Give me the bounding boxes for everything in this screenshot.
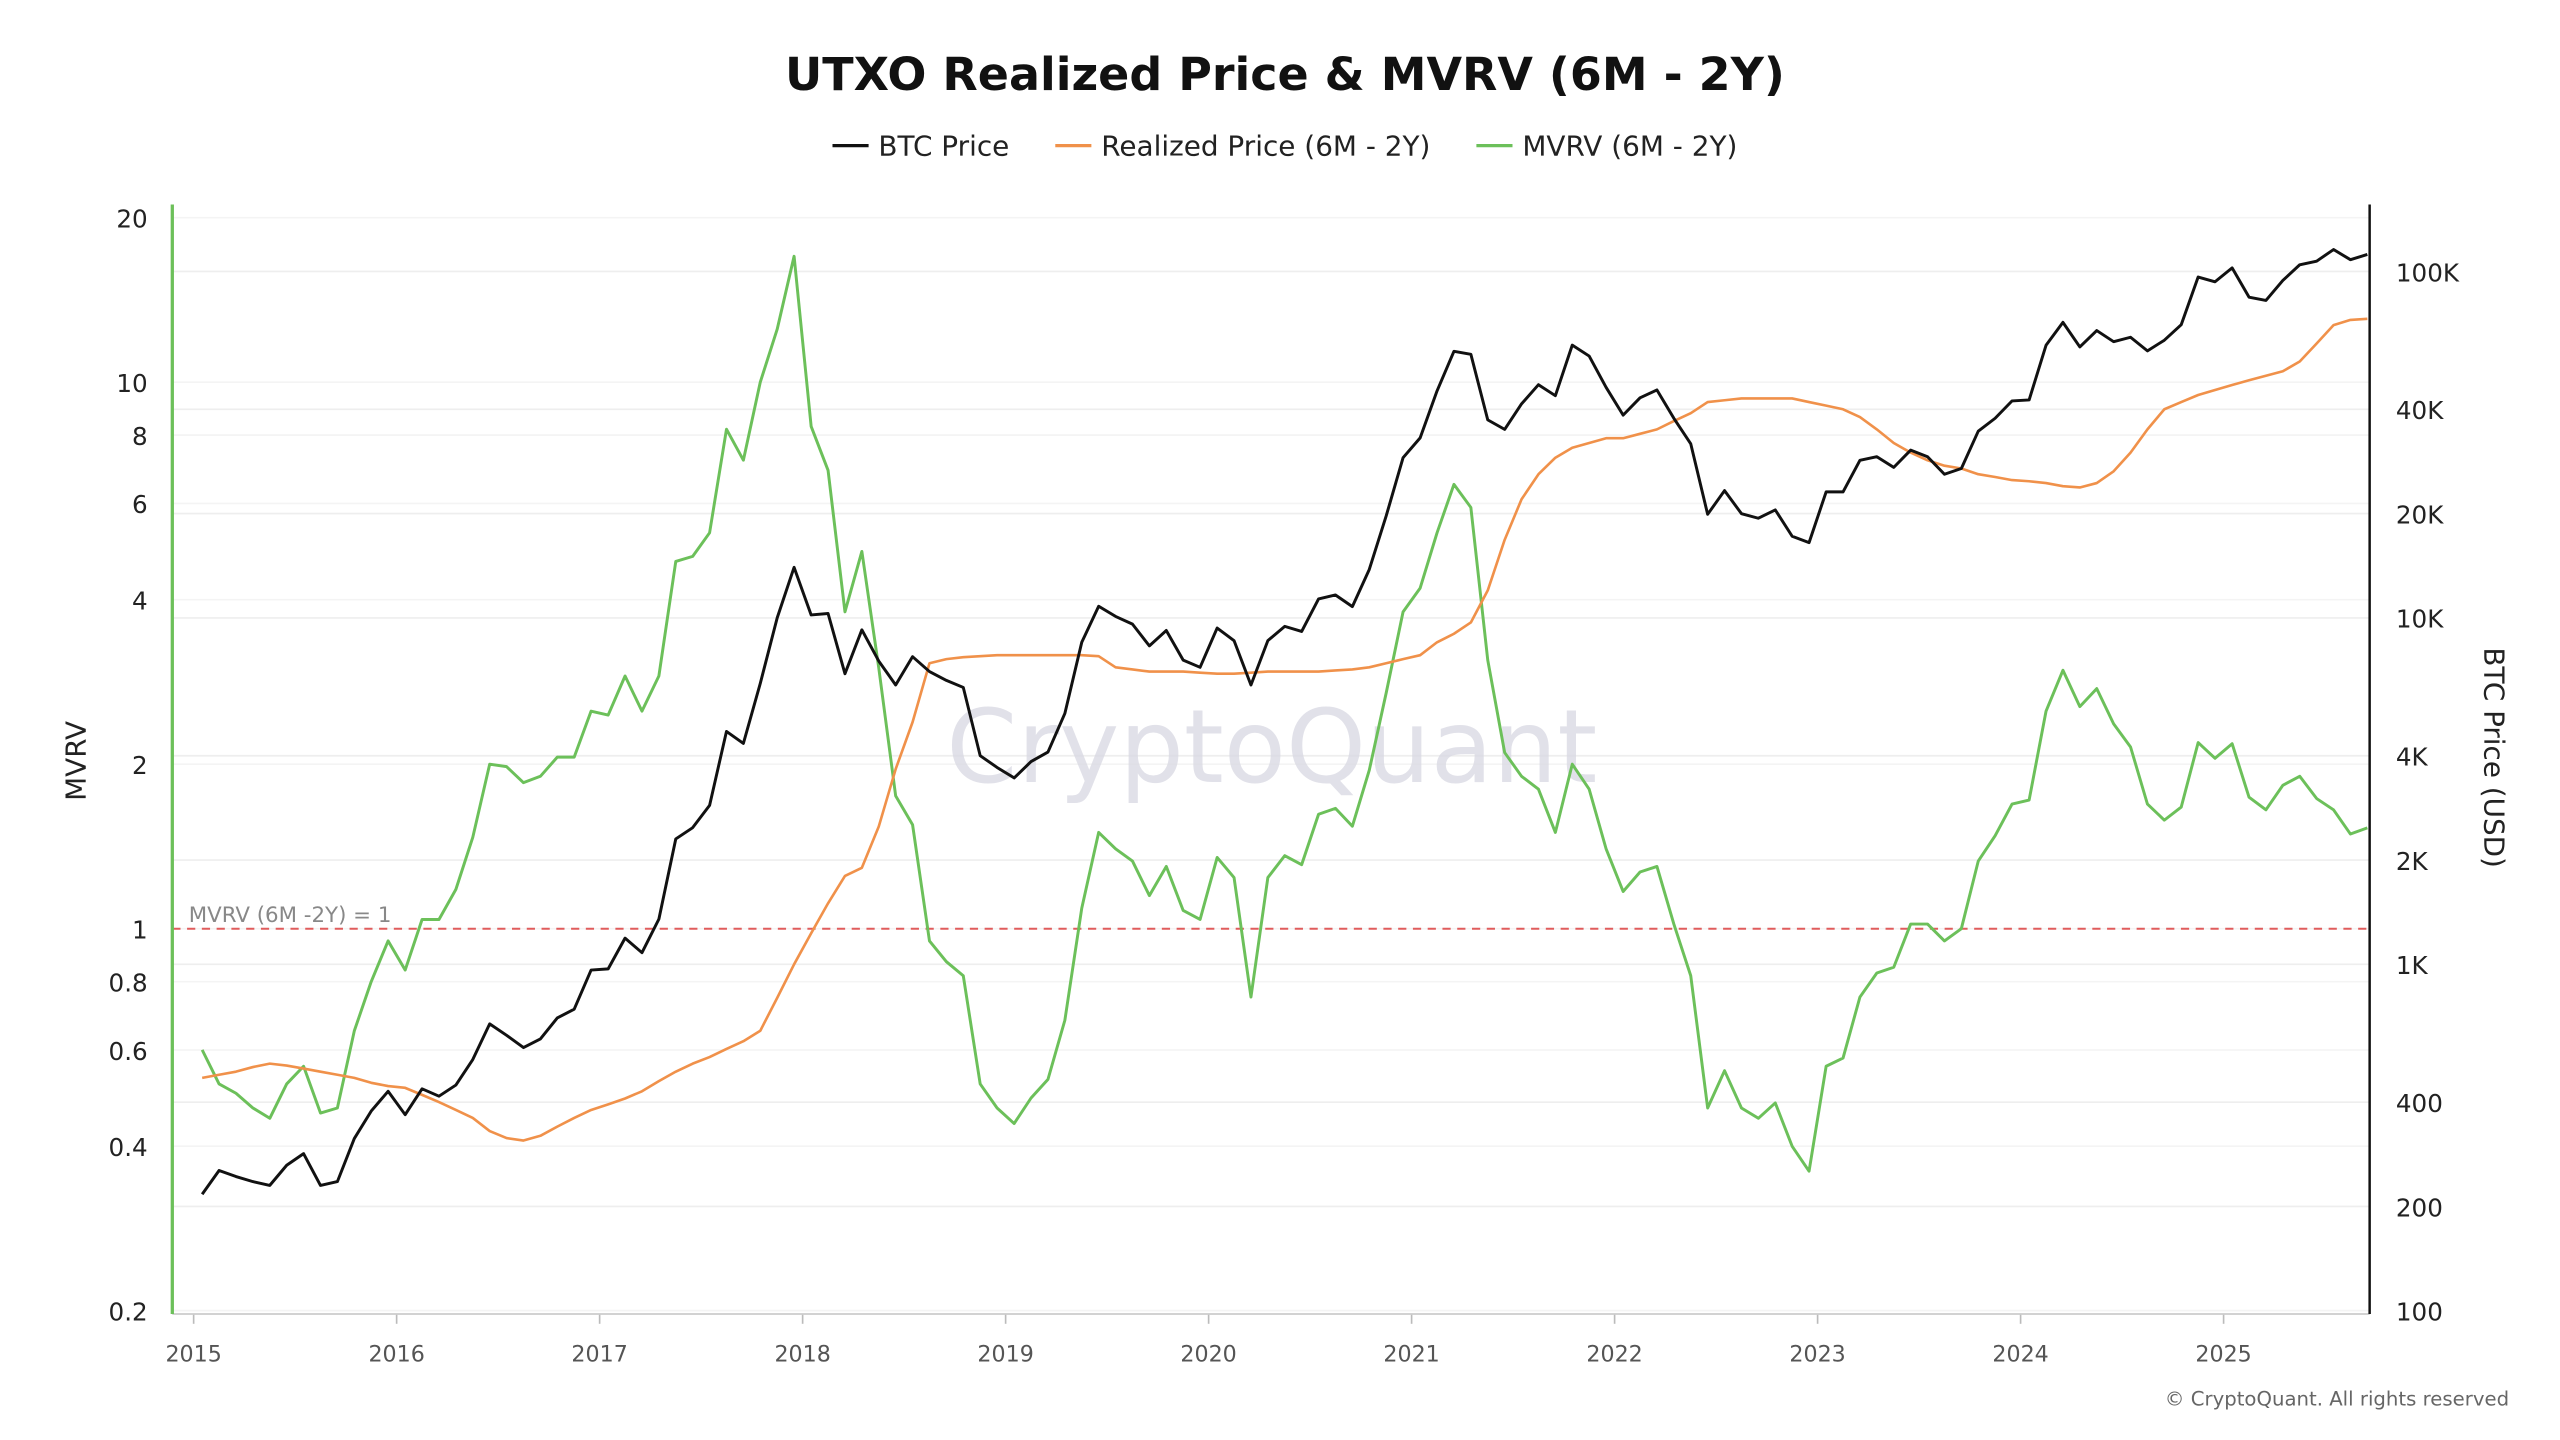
series-line-mvrv-6m-2y- — [200, 254, 2368, 1173]
left-tick-label: 1 — [132, 916, 148, 945]
right-tick-label: 40K — [2396, 396, 2444, 425]
legend-item: MVRV (6M - 2Y) — [1476, 129, 1737, 162]
x-tick-label: 2022 — [1586, 1341, 1642, 1367]
left-tick-label: 2 — [132, 751, 148, 780]
series-line-btc-price — [200, 248, 2368, 1196]
left-tick-label: 10 — [116, 369, 147, 398]
right-tick-label: 2K — [2396, 847, 2429, 876]
x-tick-label: 2023 — [1789, 1341, 1845, 1367]
right-axis-label: BTC Price (USD) — [2478, 647, 2511, 867]
left-tick-label: 0.8 — [109, 969, 148, 998]
legend-item: BTC Price — [832, 129, 1009, 162]
reference-line-label: MVRV (6M -2Y) = 1 — [189, 903, 392, 928]
legend-label: BTC Price — [878, 129, 1009, 162]
right-tick-label: 1K — [2396, 951, 2429, 980]
x-tick-label: 2021 — [1383, 1341, 1439, 1367]
x-tick-label: 2020 — [1180, 1341, 1236, 1367]
watermark: CryptoQuant — [946, 688, 1597, 806]
right-tick-label: 400 — [2396, 1089, 2443, 1118]
axes: 100 200 400 1K 2K 4K 10K 20K 40K 100K 0.2 0.4 0.6 0.8… — [109, 204, 2460, 1367]
reference-line: MVRV (6M -2Y) = 1 — [172, 903, 2370, 930]
left-tick-label: 6 — [132, 490, 148, 519]
x-tick-label: 2016 — [368, 1341, 424, 1367]
legend-label: MVRV (6M - 2Y) — [1522, 129, 1737, 162]
x-tick-label: 2025 — [2195, 1341, 2251, 1367]
series-line-realized-price-6m-2y- — [201, 317, 2368, 1142]
right-tick-label: 100K — [2396, 258, 2460, 287]
x-tick-label: 2024 — [1992, 1341, 2048, 1367]
x-tick-label: 2017 — [571, 1341, 627, 1367]
right-tick-label: 200 — [2396, 1193, 2443, 1222]
left-tick-label: 0.6 — [109, 1037, 148, 1066]
x-tick-label: 2018 — [774, 1341, 830, 1367]
x-tick-label: 2019 — [977, 1341, 1033, 1367]
left-tick-label: 0.4 — [109, 1133, 148, 1162]
legend-item: Realized Price (6M - 2Y) — [1055, 129, 1430, 162]
right-tick-label: 20K — [2396, 500, 2444, 529]
legend-label: Realized Price (6M - 2Y) — [1101, 129, 1430, 162]
copyright: © CryptoQuant. All rights reserved — [2165, 1388, 2509, 1411]
chart-title: UTXO Realized Price & MVRV (6M - 2Y) — [785, 47, 1785, 101]
right-tick-label: 100 — [2396, 1298, 2443, 1327]
left-axis-label: MVRV — [59, 721, 92, 801]
right-tick-label: 4K — [2396, 743, 2429, 772]
x-tick-label: 2015 — [165, 1341, 221, 1367]
left-tick-label: 4 — [132, 587, 148, 616]
left-tick-label: 8 — [132, 422, 148, 451]
legend: BTC Price Realized Price (6M - 2Y) MVRV (6… — [832, 129, 1737, 162]
left-tick-label: 20 — [116, 204, 147, 233]
left-tick-label: 0.2 — [109, 1298, 148, 1327]
right-tick-label: 10K — [2396, 605, 2444, 634]
series-group — [200, 248, 2368, 1196]
